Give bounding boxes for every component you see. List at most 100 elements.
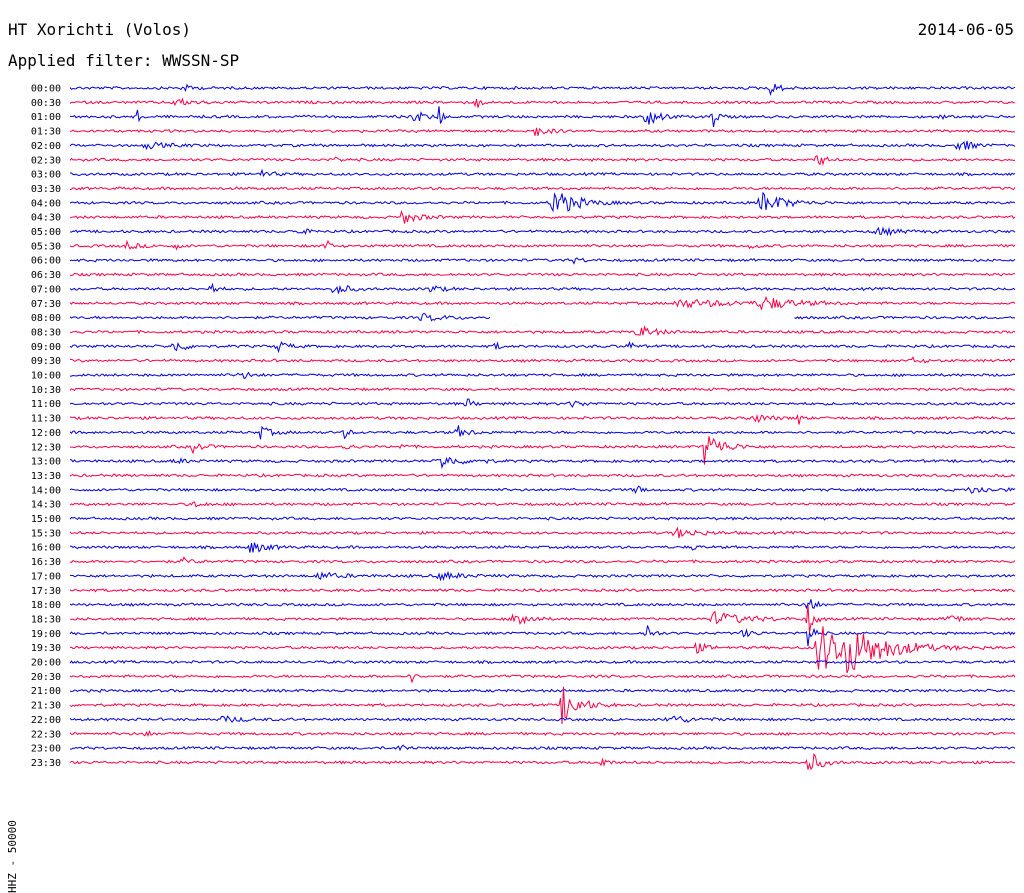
trace-time-label: 23:00 <box>31 744 61 755</box>
seismic-trace <box>69 556 1016 564</box>
trace-time-label: 16:00 <box>31 543 61 554</box>
seismic-trace <box>69 626 1016 674</box>
seismic-trace <box>69 356 1016 364</box>
trace-time-label: 13:30 <box>31 471 61 482</box>
seismic-trace <box>69 686 1016 725</box>
filter-label: Applied filter: WWSSN-SP <box>8 51 240 70</box>
trace-time-label: 03:00 <box>31 170 61 181</box>
seismic-trace <box>69 587 1016 593</box>
trace-time-label: 07:00 <box>31 284 61 295</box>
seismic-trace <box>69 570 1016 582</box>
seismic-trace <box>69 752 1016 771</box>
seismic-trace <box>69 127 1016 136</box>
seismic-trace <box>69 516 1016 521</box>
seismic-trace <box>69 191 1016 213</box>
trace-time-label: 18:00 <box>31 600 61 611</box>
trace-time-label: 19:30 <box>31 643 61 654</box>
seismic-trace <box>69 659 1016 665</box>
seismic-trace <box>69 501 1016 508</box>
trace-time-label: 17:00 <box>31 571 61 582</box>
seismic-trace <box>69 97 1016 108</box>
seismic-trace <box>69 257 1016 265</box>
trace-time-label: 10:00 <box>31 371 61 382</box>
seismic-trace <box>69 674 1016 684</box>
seismic-trace <box>69 387 1016 392</box>
trace-time-label: 20:30 <box>31 672 61 683</box>
seismic-trace <box>69 155 1016 166</box>
seismic-trace <box>69 688 1016 693</box>
trace-time-label: 12:00 <box>31 428 61 439</box>
trace-time-label: 02:30 <box>31 155 61 166</box>
seismic-trace <box>69 398 1016 408</box>
seismic-trace <box>69 209 1016 224</box>
trace-time-label: 02:00 <box>31 141 61 152</box>
trace-time-label: 09:00 <box>31 342 61 353</box>
trace-time-label: 16:30 <box>31 557 61 568</box>
seismic-trace <box>69 526 1016 539</box>
seismic-trace <box>70 436 1016 465</box>
trace-time-label: 17:30 <box>31 586 61 597</box>
seismic-trace <box>69 625 1016 647</box>
trace-time-label: 03:30 <box>31 184 61 195</box>
trace-time-label: 14:30 <box>31 500 61 511</box>
trace-time-label: 04:30 <box>31 213 61 224</box>
seismic-trace <box>70 106 1016 127</box>
trace-time-label: 05:00 <box>31 227 61 238</box>
y-axis-label: HHZ - 50000 <box>6 820 19 893</box>
seismic-trace <box>69 324 1016 337</box>
seismic-trace <box>69 282 1016 294</box>
helicorder-chart: 00:00 00:30 01:00 01:30 02:00 02:30 03:00 03:30… <box>31 83 1016 771</box>
trace-time-label: 00:00 <box>31 84 61 95</box>
trace-time-label: 15:30 <box>31 528 61 539</box>
seismic-trace <box>69 542 1016 553</box>
trace-time-label: 22:00 <box>31 715 61 726</box>
seismic-trace <box>69 456 1016 470</box>
seismic-trace <box>69 239 1016 251</box>
trace-time-label: 05:30 <box>31 241 61 252</box>
seismic-trace <box>69 140 1016 151</box>
trace-time-label: 04:00 <box>31 198 61 209</box>
trace-time-label: 08:30 <box>31 327 61 338</box>
seismic-trace <box>70 371 1016 380</box>
trace-time-label: 06:30 <box>31 270 61 281</box>
seismic-trace <box>69 83 1016 96</box>
seismic-trace <box>69 312 1016 322</box>
trace-time-label: 23:30 <box>31 758 61 769</box>
station-title: HT Xorichti (Volos) <box>8 20 192 39</box>
seismic-trace <box>69 295 1016 310</box>
seismic-trace <box>70 168 1016 178</box>
seismic-trace <box>69 226 1016 237</box>
trace-time-label: 15:00 <box>31 514 61 525</box>
seismic-trace <box>69 473 1016 478</box>
trace-time-label: 18:30 <box>31 614 61 625</box>
seismic-trace <box>69 485 1016 495</box>
seismic-trace <box>69 186 1016 191</box>
seismic-trace <box>69 425 1016 440</box>
trace-time-label: 22:30 <box>31 729 61 740</box>
seismic-trace <box>69 729 1016 737</box>
date-label: 2014-06-05 <box>917 20 1014 39</box>
seismic-trace <box>70 744 1016 752</box>
trace-time-label: 11:00 <box>31 399 61 410</box>
trace-time-label: 13:00 <box>31 457 61 468</box>
trace-time-label: 09:30 <box>31 356 61 367</box>
trace-time-label: 21:00 <box>31 686 61 697</box>
seismic-trace <box>69 715 1015 723</box>
trace-time-label: 10:30 <box>31 385 61 396</box>
trace-time-label: 01:30 <box>31 127 61 138</box>
trace-time-label: 00:30 <box>31 98 61 109</box>
seismic-trace <box>69 599 1016 610</box>
trace-time-label: 19:00 <box>31 629 61 640</box>
trace-time-label: 07:30 <box>31 299 61 310</box>
y-axis-label-wrapper: HHZ - 50000 <box>4 470 19 893</box>
seismic-trace <box>69 413 1016 425</box>
trace-time-label: 08:00 <box>31 313 61 324</box>
trace-time-label: 20:00 <box>31 658 61 669</box>
seismic-trace <box>69 604 1016 633</box>
trace-time-label: 12:30 <box>31 442 61 453</box>
trace-time-label: 11:30 <box>31 414 61 425</box>
seismic-trace <box>69 272 1016 277</box>
trace-time-label: 06:00 <box>31 256 61 267</box>
trace-time-label: 21:30 <box>31 701 61 712</box>
trace-time-label: 14:00 <box>31 485 61 496</box>
